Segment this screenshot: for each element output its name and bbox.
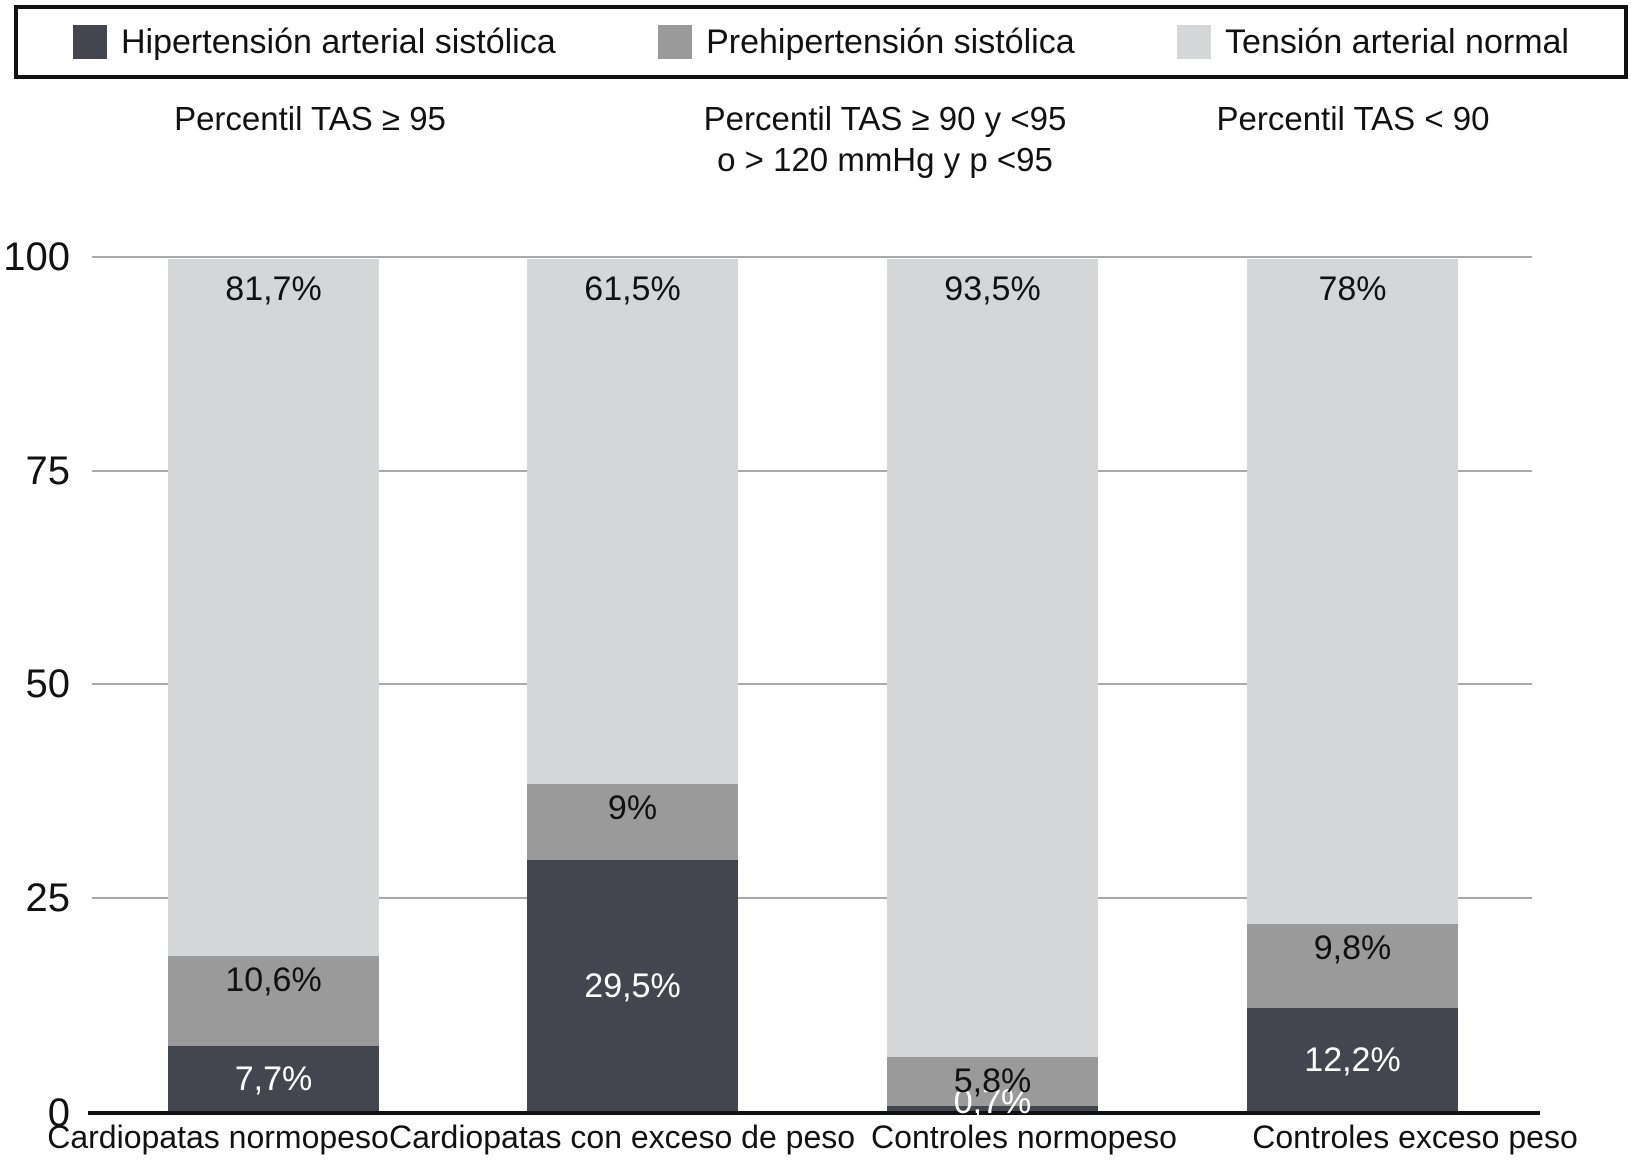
y-tick-label-75: 75 [25,449,71,493]
legend-label-hipertension: Hipertensión arterial sistólica [121,22,556,61]
value-label-prehipertension-sistolica-bar-2: 9% [607,788,658,827]
gridline-75 [92,470,1532,472]
gridline-25 [92,897,1532,899]
column-header-line: Percentil TAS < 90 [1216,100,1490,137]
value-label-prehipertension-sistolica-bar-4: 9,8% [1313,929,1392,968]
legend-swatch-medium-icon [658,25,693,59]
value-label-tension-arterial-normal-bar-1: 81,7% [225,270,322,309]
segment-hipertension-arterial-sistolica-bar-2: 29,5% [527,860,738,1112]
bar-3: 0,7% 5,8% 93,5% [887,259,1098,1121]
legend-swatch-light-icon [1177,25,1212,59]
column-header-percentil-lt90: Percentil TAS < 90 [1093,98,1613,139]
category-label-2: Cardiopatas con exceso de peso [388,1119,856,1155]
segment-tension-arterial-normal-bar-1: 81,7% [168,259,379,956]
segment-tension-arterial-normal-bar-4: 78% [1247,259,1458,925]
column-header-line: Percentil TAS ≥ 95 [174,100,446,137]
legend-swatch-dark-icon [73,25,107,59]
category-label-4: Controles exceso peso [1252,1119,1578,1155]
value-label-hipertension-arterial-sistolica-bar-4: 12,2% [1304,1040,1401,1079]
segment-tension-arterial-normal-bar-2: 61,5% [527,259,738,784]
y-tick-label-25: 25 [25,876,71,920]
value-label-hipertension-arterial-sistolica-bar-1: 7,7% [234,1060,313,1099]
segment-tension-arterial-normal-bar-3: 93,5% [887,259,1098,1057]
bar-2: 29,5% 9% 61,5% [527,259,738,1112]
value-label-hipertension-arterial-sistolica-bar-2: 29,5% [584,967,681,1006]
category-label-3: Controles normopeso [871,1119,1177,1155]
segment-hipertension-arterial-sistolica-bar-4: 12,2% [1247,1007,1458,1112]
segment-hipertension-arterial-sistolica-bar-1: 7,7% [168,1046,379,1112]
value-label-hipertension-arterial-sistolica-bar-3: 0,7% [953,1083,1032,1121]
bar-4: 12,2% 9,8% 78% [1247,259,1458,1112]
value-label-tension-arterial-normal-bar-3: 93,5% [944,270,1041,309]
legend-item-normal: Tensión arterial normal [1177,23,1569,62]
legend: Hipertensión arterial sistólica Prehiper… [14,5,1628,79]
y-tick-label-50: 50 [25,662,71,706]
column-header-percentil-ge95: Percentil TAS ≥ 95 [50,98,570,139]
segment-prehipertension-sistolica-bar-2: 9% [527,783,738,861]
value-label-prehipertension-sistolica-bar-3: 5,8% [953,1061,1032,1100]
segment-hipertension-arterial-sistolica-bar-3: 0,7% [887,1083,1098,1121]
segment-prehipertension-sistolica-bar-1: 10,6% [168,955,379,1047]
column-header-line: Percentil TAS ≥ 90 y <95 [703,100,1067,137]
value-label-tension-arterial-normal-bar-4: 78% [1318,270,1387,309]
gridline-50 [92,683,1532,685]
bar-1: 7,7% 10,6% 81,7% [168,259,379,1112]
category-label-1: Cardiopatas normopeso [47,1119,389,1155]
x-axis-line [88,1111,1540,1115]
legend-item-hipertension: Hipertensión arterial sistólica [73,23,556,62]
segment-prehipertension-sistolica-bar-3: 5,8% [887,1056,1098,1107]
column-header-line: o > 120 mmHg y p <95 [717,141,1053,178]
column-header-percentil-90-95: Percentil TAS ≥ 90 y <95 o > 120 mmHg y … [625,98,1145,180]
legend-label-normal: Tensión arterial normal [1225,22,1569,61]
segment-prehipertension-sistolica-bar-4: 9,8% [1247,924,1458,1008]
value-label-tension-arterial-normal-bar-2: 61,5% [584,270,681,309]
value-label-prehipertension-sistolica-bar-1: 10,6% [225,960,322,999]
y-tick-label-100: 100 [3,235,70,279]
gridline-100 [92,256,1532,258]
legend-item-prehipertension: Prehipertensión sistólica [658,23,1075,62]
legend-label-prehipertension: Prehipertensión sistólica [706,22,1075,61]
y-tick-label-0: 0 [47,1091,70,1135]
